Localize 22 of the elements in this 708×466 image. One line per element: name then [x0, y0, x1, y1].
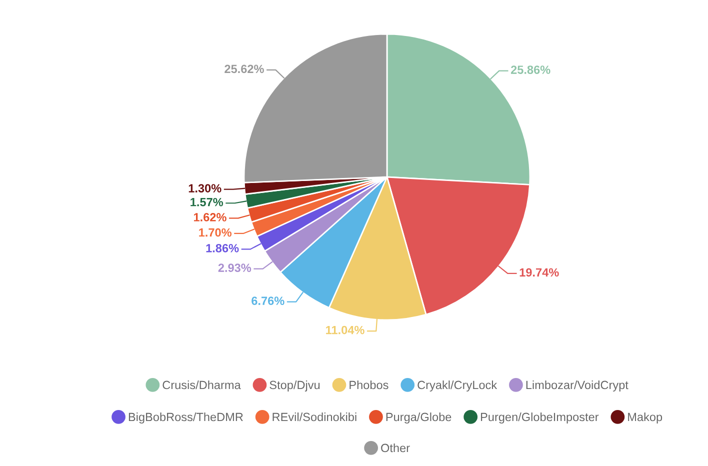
legend-label: REvil/Sodinokibi	[272, 412, 356, 422]
data-label: 1.70%	[199, 228, 232, 237]
data-label: 6.76%	[252, 296, 284, 305]
data-label: 11.04%	[326, 326, 364, 334]
data-label: 1.62%	[194, 213, 226, 222]
data-label: 19.74%	[520, 268, 559, 277]
data-label: 1.57%	[190, 198, 224, 206]
data-label: 2.93%	[218, 264, 252, 272]
data-label: 1.86%	[206, 244, 239, 252]
legend-label: Crusis/Dharma	[162, 380, 241, 390]
legend-label: BigBobRoss/TheDMR	[128, 412, 243, 424]
legend-label: Stop/Djvu	[270, 380, 320, 392]
legend-label: Purgen/GlobeImposter	[480, 412, 599, 424]
data-label: 25.62%	[224, 64, 264, 74]
legend-label: Phobos	[350, 380, 388, 390]
data-label: 25.86%	[510, 66, 550, 74]
data-label: 1.30%	[188, 184, 222, 192]
legend-label: Purga/Globe	[386, 412, 452, 424]
legend-label: Limbozar/VoidCrypt	[526, 380, 628, 392]
legend-label: Other	[381, 444, 410, 452]
legend-label: Cryakl/CryLock	[418, 380, 498, 392]
legend-label: Makop	[628, 412, 662, 424]
